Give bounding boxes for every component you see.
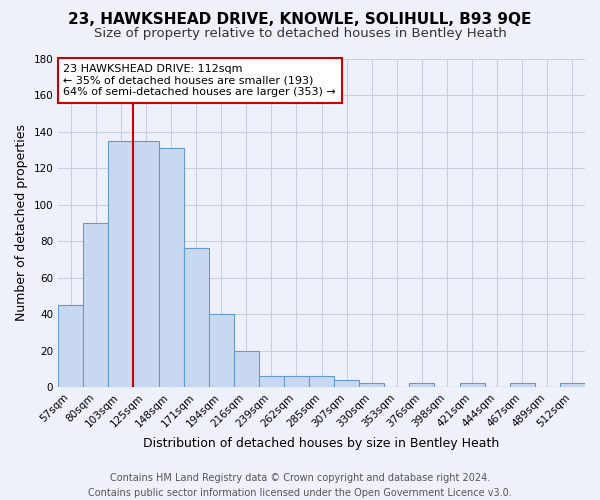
Bar [334, 380, 359, 387]
Bar [409, 384, 434, 387]
Bar [309, 376, 334, 387]
Bar [133, 141, 158, 387]
Bar [284, 376, 309, 387]
Text: 23 HAWKSHEAD DRIVE: 112sqm
← 35% of detached houses are smaller (193)
64% of sem: 23 HAWKSHEAD DRIVE: 112sqm ← 35% of deta… [64, 64, 336, 97]
Bar [209, 314, 234, 387]
Y-axis label: Number of detached properties: Number of detached properties [15, 124, 28, 322]
Bar [83, 223, 109, 387]
X-axis label: Distribution of detached houses by size in Bentley Heath: Distribution of detached houses by size … [143, 437, 500, 450]
Bar [460, 384, 485, 387]
Bar [359, 384, 385, 387]
Bar [560, 384, 585, 387]
Bar [158, 148, 184, 387]
Text: Contains HM Land Registry data © Crown copyright and database right 2024.
Contai: Contains HM Land Registry data © Crown c… [88, 472, 512, 498]
Text: 23, HAWKSHEAD DRIVE, KNOWLE, SOLIHULL, B93 9QE: 23, HAWKSHEAD DRIVE, KNOWLE, SOLIHULL, B… [68, 12, 532, 28]
Bar [58, 305, 83, 387]
Text: Size of property relative to detached houses in Bentley Heath: Size of property relative to detached ho… [94, 28, 506, 40]
Bar [184, 248, 209, 387]
Bar [510, 384, 535, 387]
Bar [259, 376, 284, 387]
Bar [234, 350, 259, 387]
Bar [109, 141, 133, 387]
